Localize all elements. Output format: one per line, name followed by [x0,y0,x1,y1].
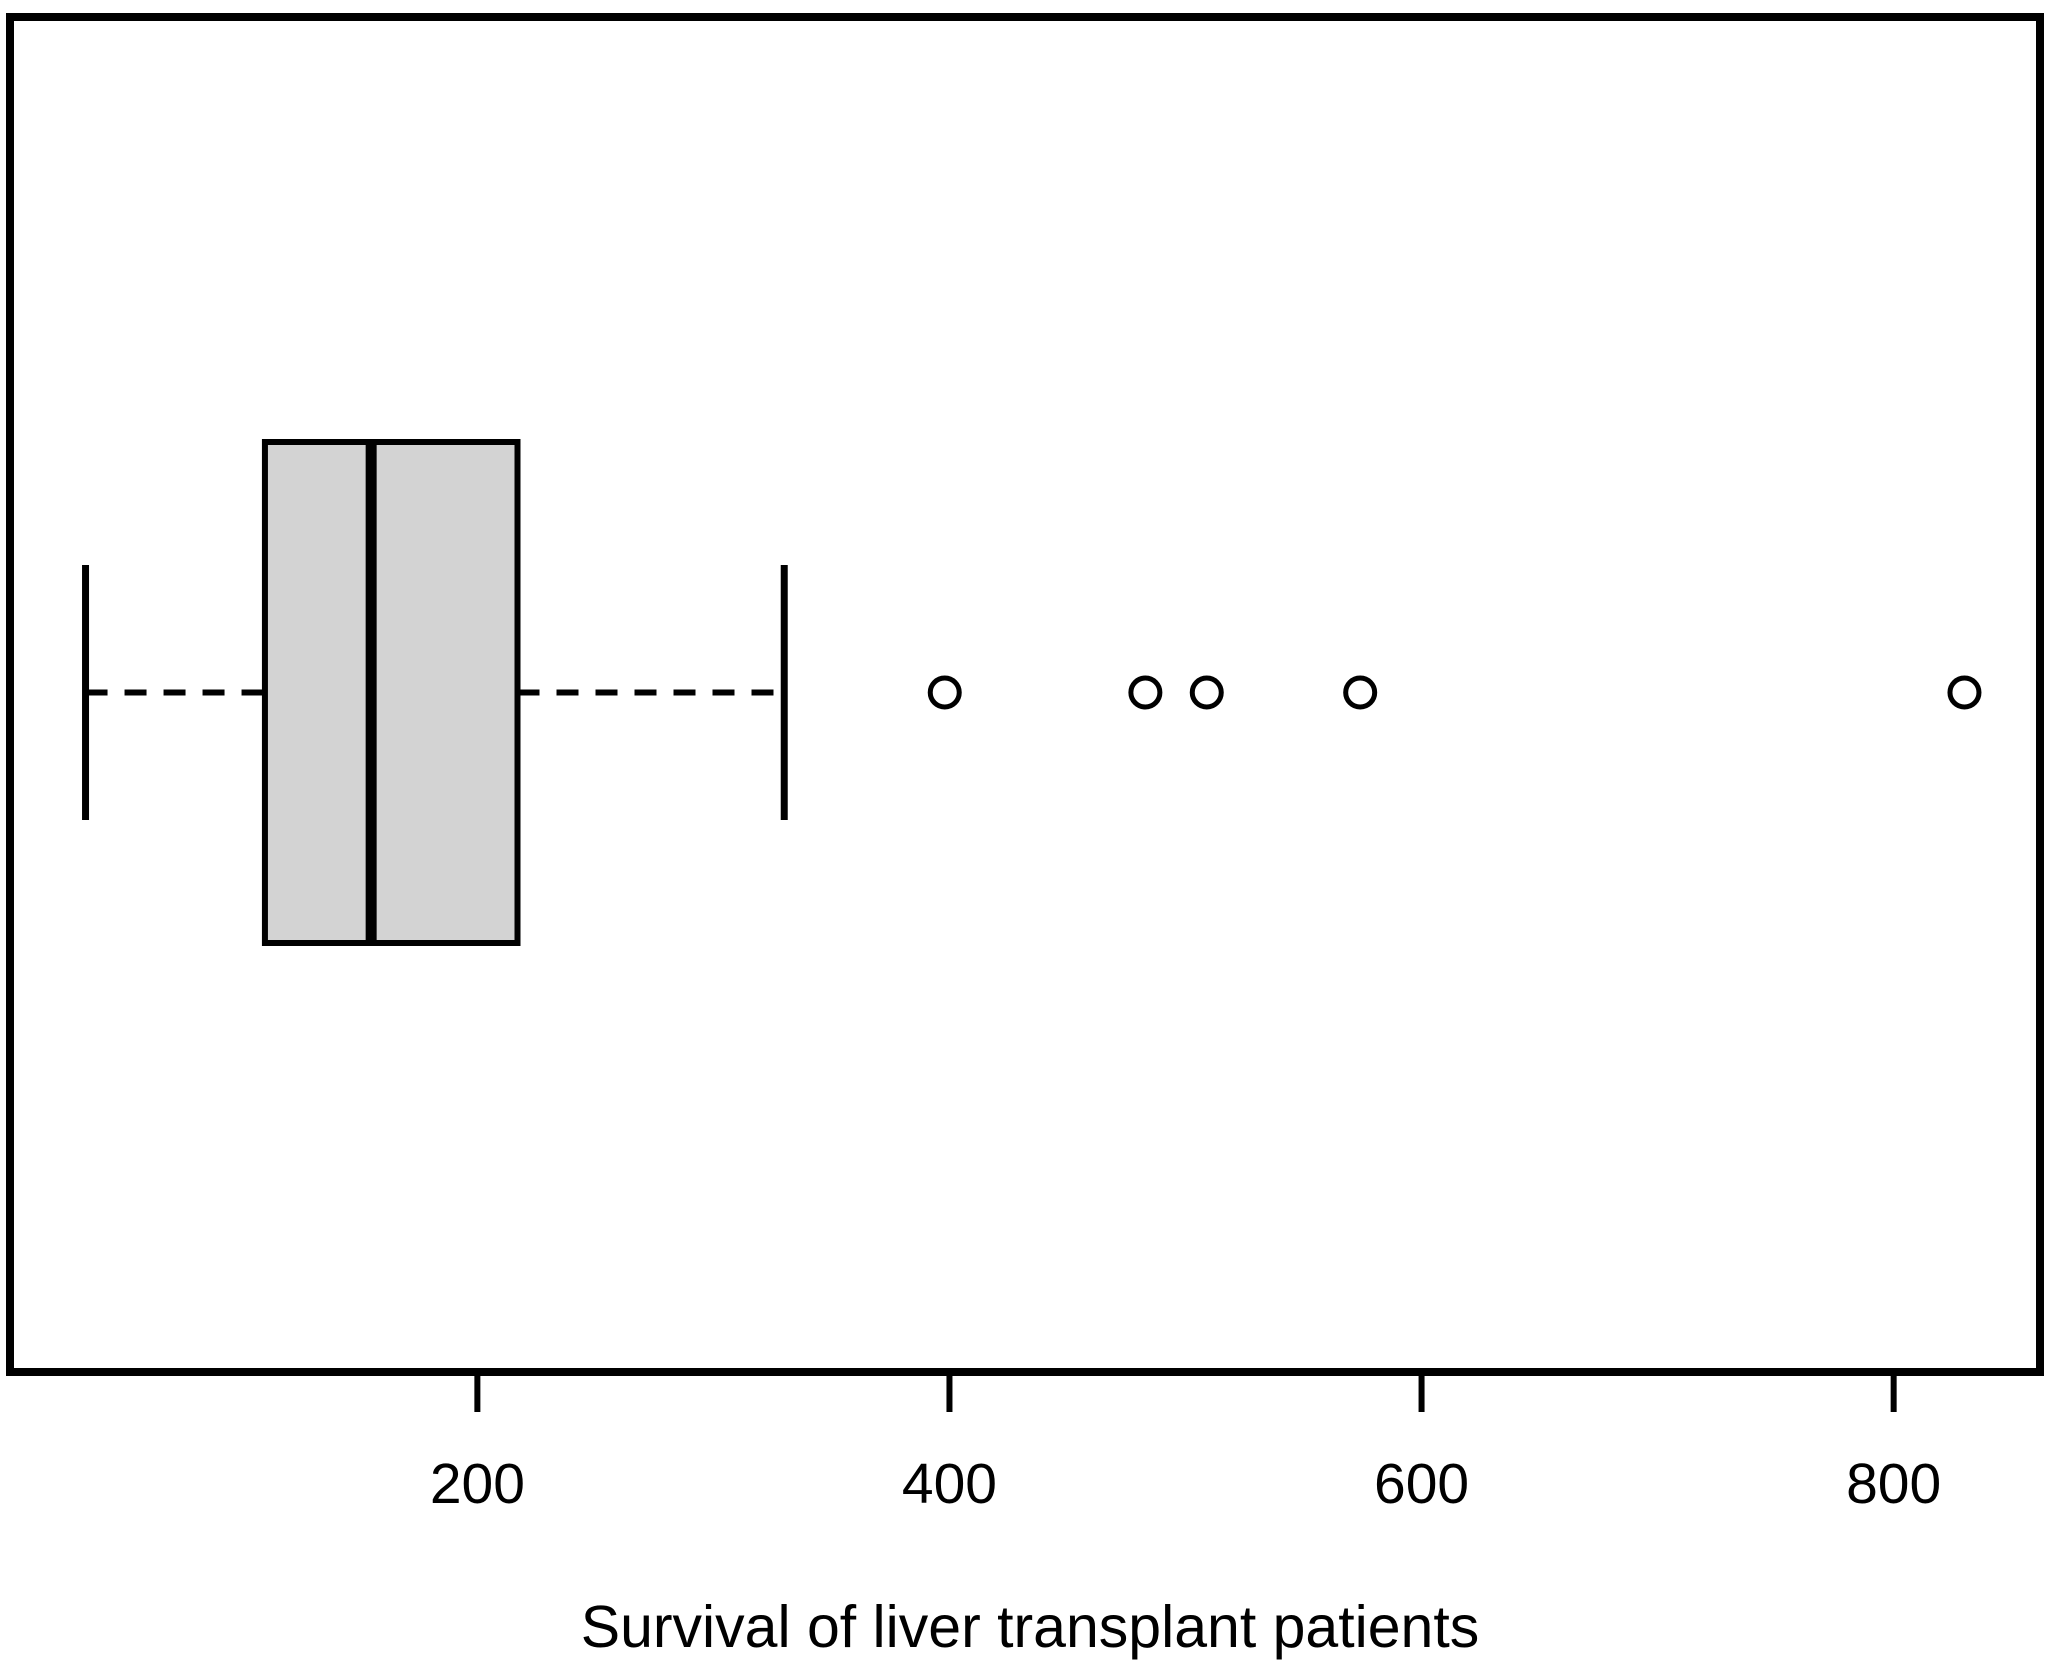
plot-border [6,13,2044,1376]
x-tick-label: 400 [902,1452,997,1516]
box [261,439,521,946]
x-tick-label: 800 [1846,1452,1941,1516]
whiskers [82,565,788,820]
outlier-point [1947,675,1982,710]
x-tick-label: 600 [1374,1452,1469,1516]
outlier-points [927,675,1982,710]
iqr-box [261,439,521,946]
outlier-point [927,675,962,710]
x-tick-label: 200 [430,1452,525,1516]
plot-border-rect [6,13,2044,1376]
outlier-point [1343,675,1378,710]
x-axis: 200 400 600 800 [430,1372,1941,1516]
x-axis-label: Survival of liver transplant patients [581,1594,1480,1660]
outlier-point [1189,675,1224,710]
outlier-point [1128,675,1163,710]
